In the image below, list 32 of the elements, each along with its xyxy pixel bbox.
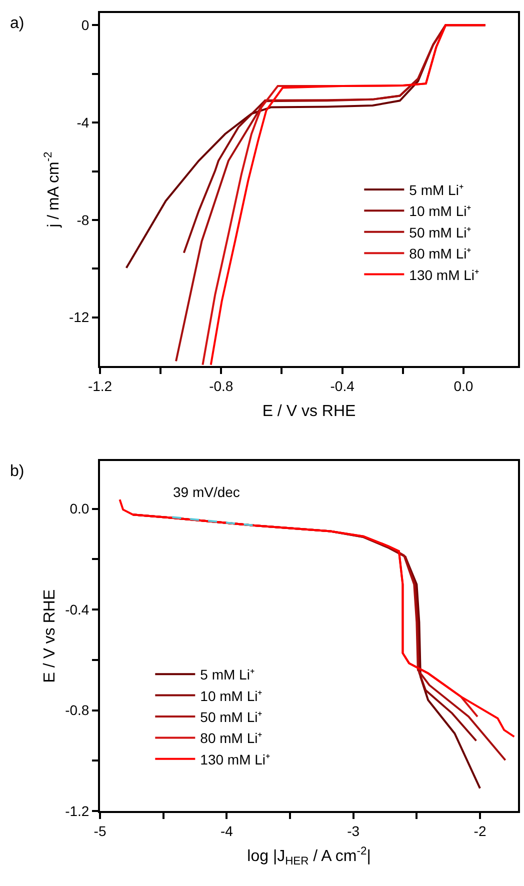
x-tick-label: -5: [94, 822, 106, 839]
y-tick-label: -0.4: [65, 601, 90, 618]
legend-label: 5 mM Li⁺: [200, 666, 255, 683]
legend-label: 5 mM Li⁺: [409, 182, 464, 198]
y-tick-label: -1.2: [65, 802, 90, 819]
x-axis-title: log |J$_{HER}$ / A cm$^{-2}$|: [247, 845, 371, 868]
x-tick-label: -1.2: [88, 378, 112, 394]
annotation: 39 mV/dec: [173, 484, 240, 500]
x-tick-label: -2: [474, 822, 486, 839]
legend-label: 50 mM Li⁺: [200, 708, 263, 725]
legend-label: 50 mM Li⁺: [409, 224, 472, 240]
y-tick-label: 0.0: [70, 500, 90, 517]
y-tick-label: -8: [76, 212, 90, 228]
legend-label: 80 mM Li⁺: [409, 246, 472, 262]
y-tick-label: -12: [68, 309, 90, 326]
legend-label: 10 mM Li⁺: [200, 688, 263, 704]
x-tick-label: -4: [220, 822, 234, 839]
y-tick-label: -0.8: [65, 702, 90, 718]
x-tick-label: -0.8: [209, 378, 234, 394]
text: b): [10, 463, 24, 480]
y-tick-label: 0: [81, 17, 90, 34]
x-axis-title: E / V vs RHE: [262, 403, 356, 420]
legend-label: 10 mM Li⁺: [409, 203, 472, 220]
y-axis-title: E / V vs RHE: [41, 589, 58, 683]
legend-label: 80 mM Li⁺: [200, 730, 263, 746]
x-tick-label: -3: [347, 822, 360, 839]
x-tick-label: -0.4: [330, 378, 355, 394]
x-tick-label: 0.0: [454, 378, 474, 394]
y-tick-label: -4: [76, 114, 90, 130]
text: a): [10, 15, 24, 32]
legend-label: 130 mM Li⁺: [200, 751, 271, 768]
legend-label: 130 mM Li⁺: [409, 266, 480, 283]
